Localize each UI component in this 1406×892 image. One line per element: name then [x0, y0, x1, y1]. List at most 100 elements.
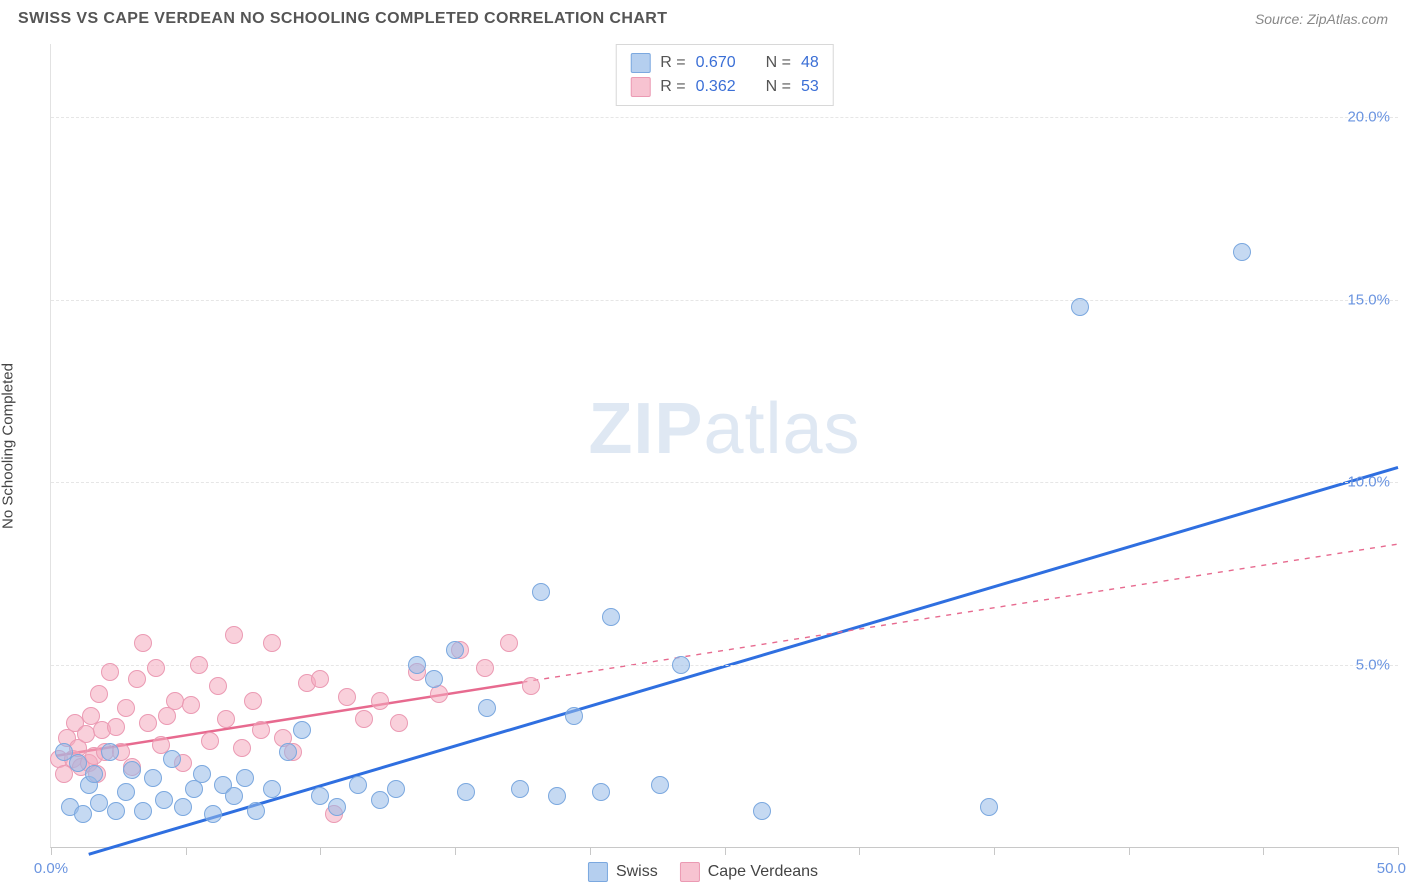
swatch-pink [680, 862, 700, 882]
data-point [244, 692, 262, 710]
data-point [236, 769, 254, 787]
data-point [602, 608, 620, 626]
data-point [476, 659, 494, 677]
data-point [101, 743, 119, 761]
xtick-mark [455, 847, 456, 855]
data-point [117, 699, 135, 717]
data-point [107, 718, 125, 736]
data-point [425, 670, 443, 688]
data-point [387, 780, 405, 798]
data-point [349, 776, 367, 794]
data-point [753, 802, 771, 820]
label: N = [766, 78, 791, 96]
ytick-label: 15.0% [1347, 291, 1390, 308]
data-point [166, 692, 184, 710]
xtick-mark [1263, 847, 1264, 855]
data-point [390, 714, 408, 732]
legend-label: Cape Verdeans [708, 863, 818, 881]
stats-row-swiss: R = 0.670 N = 48 [630, 51, 819, 75]
data-point [263, 780, 281, 798]
data-point [511, 780, 529, 798]
data-point [233, 739, 251, 757]
data-point [565, 707, 583, 725]
data-point [139, 714, 157, 732]
legend-item-swiss: Swiss [588, 862, 658, 882]
data-point [193, 765, 211, 783]
data-point [446, 641, 464, 659]
data-point [107, 802, 125, 820]
xtick-label: 0.0% [34, 860, 68, 877]
data-point [371, 791, 389, 809]
xtick-mark [51, 847, 52, 855]
label: R = [660, 54, 685, 72]
data-point [408, 656, 426, 674]
scatter-plot: ZIPatlas R = 0.670 N = 48 R = 0.362 N = … [50, 44, 1398, 848]
data-point [147, 659, 165, 677]
swatch-blue [630, 53, 650, 73]
xtick-mark [859, 847, 860, 855]
ytick-label: 20.0% [1347, 109, 1390, 126]
swiss-r-value: 0.670 [696, 54, 736, 72]
data-point [672, 656, 690, 674]
legend-label: Swiss [616, 863, 658, 881]
data-point [190, 656, 208, 674]
data-point [980, 798, 998, 816]
data-point [217, 710, 235, 728]
data-point [338, 688, 356, 706]
data-point [522, 677, 540, 695]
data-point [69, 754, 87, 772]
bottom-legend: Swiss Cape Verdeans [588, 862, 818, 882]
data-point [77, 725, 95, 743]
xtick-mark [186, 847, 187, 855]
xtick-mark [1398, 847, 1399, 855]
data-point [128, 670, 146, 688]
data-point [247, 802, 265, 820]
data-point [134, 802, 152, 820]
gridline [51, 300, 1398, 301]
data-point [174, 798, 192, 816]
cv-n-value: 53 [801, 78, 819, 96]
data-point [355, 710, 373, 728]
xtick-mark [1129, 847, 1130, 855]
data-point [532, 583, 550, 601]
label: N = [766, 54, 791, 72]
swatch-blue [588, 862, 608, 882]
data-point [134, 634, 152, 652]
data-point [548, 787, 566, 805]
stats-legend: R = 0.670 N = 48 R = 0.362 N = 53 [615, 44, 834, 106]
gridline [51, 665, 1398, 666]
xtick-mark [994, 847, 995, 855]
swatch-pink [630, 77, 650, 97]
cv-r-value: 0.362 [696, 78, 736, 96]
data-point [182, 696, 200, 714]
data-point [123, 761, 141, 779]
data-point [85, 765, 103, 783]
chart-title: SWISS VS CAPE VERDEAN NO SCHOOLING COMPL… [18, 10, 667, 28]
gridline [51, 482, 1398, 483]
data-point [500, 634, 518, 652]
label: R = [660, 78, 685, 96]
ytick-label: 5.0% [1356, 656, 1390, 673]
stats-row-capeverdean: R = 0.362 N = 53 [630, 75, 819, 99]
source-text: Source: ZipAtlas.com [1255, 11, 1388, 27]
data-point [311, 787, 329, 805]
data-point [592, 783, 610, 801]
data-point [311, 670, 329, 688]
data-point [651, 776, 669, 794]
data-point [293, 721, 311, 739]
data-point [101, 663, 119, 681]
data-point [90, 685, 108, 703]
data-point [1233, 243, 1251, 261]
data-point [74, 805, 92, 823]
data-point [263, 634, 281, 652]
data-point [252, 721, 270, 739]
gridline [51, 117, 1398, 118]
data-point [1071, 298, 1089, 316]
data-point [371, 692, 389, 710]
swiss-n-value: 48 [801, 54, 819, 72]
data-point [163, 750, 181, 768]
ytick-label: 10.0% [1347, 474, 1390, 491]
data-point [225, 787, 243, 805]
data-point [144, 769, 162, 787]
data-point [155, 791, 173, 809]
